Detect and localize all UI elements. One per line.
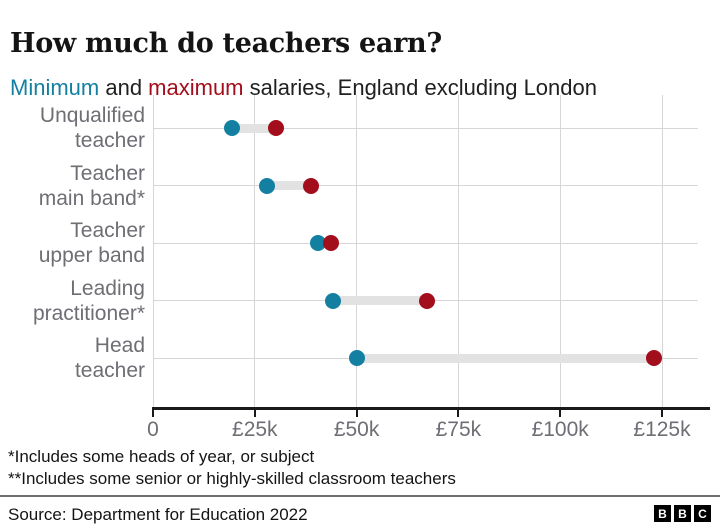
bbc-logo-letter: B <box>674 505 691 522</box>
tick-mark <box>661 410 663 417</box>
page-title: How much do teachers earn? <box>10 28 442 60</box>
category-label: Unqualified teacher <box>39 104 145 152</box>
tick-label: £125k <box>633 418 691 441</box>
max-dot <box>646 350 663 366</box>
tick-mark <box>152 410 154 417</box>
category-label: Teacher main band* <box>38 161 145 210</box>
category-label: Head teacher <box>74 334 145 382</box>
range-band <box>333 296 428 305</box>
grid-vline <box>152 95 154 407</box>
min-dot <box>259 177 276 194</box>
min-dot <box>310 235 327 251</box>
bbc-logo: B B C <box>654 505 711 522</box>
tick-mark <box>559 410 562 417</box>
tick-label: £75k <box>435 418 482 441</box>
max-dot <box>419 292 436 309</box>
footnote-double-asterisk: **Includes some senior or highly-skilled… <box>8 469 456 488</box>
subtitle-joiner: and <box>99 75 149 100</box>
category-label: Leading practitioner* <box>32 276 145 325</box>
min-dot <box>325 292 342 309</box>
source-text: Source: Department for Education 2022 <box>8 505 308 524</box>
tick-label: £50k <box>333 418 380 441</box>
max-dot <box>322 235 339 251</box>
chart-subtitle: Minimum and maximum salaries, England ex… <box>10 75 715 101</box>
range-band <box>267 181 312 190</box>
min-dot <box>223 120 240 136</box>
tick-mark <box>457 410 460 417</box>
tick-label: 0 <box>147 418 159 441</box>
footnote-single-asterisk: *Includes some heads of year, or subject <box>8 447 315 466</box>
min-dot <box>349 350 366 366</box>
bbc-logo-letter: C <box>694 505 711 522</box>
grid-vline <box>356 95 358 407</box>
category-label: Teacher upper band <box>38 219 145 267</box>
max-dot <box>267 120 284 136</box>
grid-vline <box>559 95 561 407</box>
subtitle-minimum-word: Minimum <box>10 75 100 100</box>
range-band <box>231 123 276 133</box>
grid-hline <box>153 185 698 186</box>
max-dot <box>303 177 320 194</box>
grid-vline <box>661 95 663 407</box>
subtitle-rest: salaries, England excluding London <box>243 75 597 100</box>
grid-hline <box>153 242 698 244</box>
bbc-logo-letter: B <box>654 505 671 522</box>
range-band <box>357 353 655 363</box>
grid-vline <box>254 95 256 407</box>
tick-mark <box>355 410 358 417</box>
tick-label: £25k <box>232 418 278 441</box>
tick-mark <box>253 410 256 417</box>
grid-hline <box>153 127 698 129</box>
subtitle-maximum-word: maximum <box>148 75 244 100</box>
tick-label: £100k <box>531 418 589 441</box>
grid-vline <box>457 95 459 407</box>
footer-divider <box>0 495 720 497</box>
x-axis-line <box>152 407 710 410</box>
